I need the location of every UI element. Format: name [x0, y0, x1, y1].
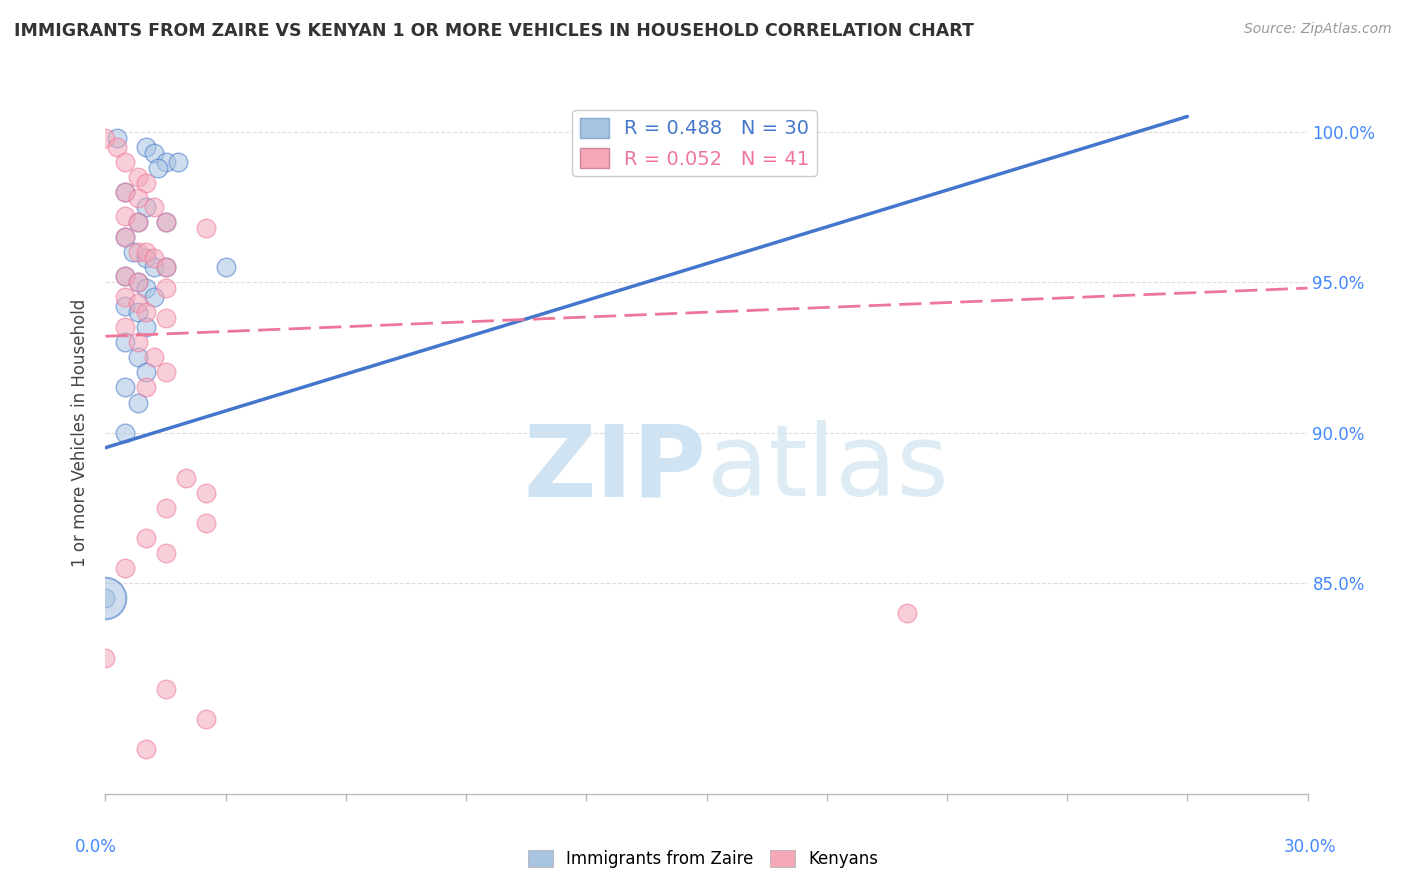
- Point: [127, 395, 149, 409]
- Point: [155, 500, 177, 515]
- Point: [142, 260, 165, 274]
- Point: [114, 230, 136, 244]
- Point: [114, 299, 136, 313]
- Point: [155, 366, 177, 380]
- Point: [135, 200, 157, 214]
- Point: [214, 260, 236, 274]
- Point: [135, 176, 157, 190]
- Point: [155, 215, 177, 229]
- Point: [135, 305, 157, 319]
- Point: [114, 561, 136, 575]
- Point: [174, 471, 197, 485]
- Point: [127, 305, 149, 319]
- Point: [114, 380, 136, 394]
- Point: [122, 245, 145, 260]
- Legend: R = 0.488   N = 30, R = 0.052   N = 41: R = 0.488 N = 30, R = 0.052 N = 41: [572, 110, 817, 177]
- Point: [127, 169, 149, 184]
- Point: [107, 130, 129, 145]
- Point: [896, 607, 918, 621]
- Point: [155, 681, 177, 696]
- Point: [194, 516, 217, 530]
- Point: [155, 311, 177, 326]
- Point: [114, 209, 136, 223]
- Point: [94, 591, 117, 606]
- Point: [135, 366, 157, 380]
- Point: [114, 425, 136, 440]
- Point: [114, 154, 136, 169]
- Point: [142, 251, 165, 265]
- Point: [135, 531, 157, 545]
- Point: [127, 296, 149, 310]
- Point: [135, 741, 157, 756]
- Point: [135, 281, 157, 295]
- Text: 0.0%: 0.0%: [75, 838, 117, 855]
- Point: [142, 290, 165, 304]
- Point: [146, 161, 169, 175]
- Point: [194, 221, 217, 235]
- Point: [166, 154, 188, 169]
- Point: [114, 185, 136, 199]
- Point: [127, 275, 149, 289]
- Text: 30.0%: 30.0%: [1284, 838, 1337, 855]
- Point: [114, 320, 136, 334]
- Y-axis label: 1 or more Vehicles in Household: 1 or more Vehicles in Household: [72, 299, 90, 566]
- Point: [135, 380, 157, 394]
- Point: [94, 130, 117, 145]
- Text: Source: ZipAtlas.com: Source: ZipAtlas.com: [1244, 22, 1392, 37]
- Text: atlas: atlas: [707, 420, 948, 517]
- Point: [142, 200, 165, 214]
- Point: [114, 335, 136, 350]
- Point: [114, 230, 136, 244]
- Point: [127, 215, 149, 229]
- Point: [114, 269, 136, 284]
- Point: [155, 281, 177, 295]
- Point: [135, 245, 157, 260]
- Point: [142, 351, 165, 365]
- Text: ZIP: ZIP: [523, 420, 707, 517]
- Point: [127, 215, 149, 229]
- Point: [114, 290, 136, 304]
- Point: [127, 335, 149, 350]
- Point: [135, 251, 157, 265]
- Point: [114, 269, 136, 284]
- Point: [135, 139, 157, 153]
- Point: [194, 486, 217, 500]
- Point: [127, 245, 149, 260]
- Point: [155, 260, 177, 274]
- Point: [94, 651, 117, 665]
- Point: [114, 185, 136, 199]
- Point: [142, 145, 165, 160]
- Legend: Immigrants from Zaire, Kenyans: Immigrants from Zaire, Kenyans: [522, 843, 884, 875]
- Point: [155, 154, 177, 169]
- Point: [107, 139, 129, 153]
- Point: [127, 191, 149, 205]
- Point: [155, 215, 177, 229]
- Point: [194, 712, 217, 726]
- Text: IMMIGRANTS FROM ZAIRE VS KENYAN 1 OR MORE VEHICLES IN HOUSEHOLD CORRELATION CHAR: IMMIGRANTS FROM ZAIRE VS KENYAN 1 OR MOR…: [14, 22, 974, 40]
- Point: [155, 260, 177, 274]
- Point: [135, 320, 157, 334]
- Point: [127, 275, 149, 289]
- Point: [127, 351, 149, 365]
- Point: [155, 546, 177, 560]
- Point: [94, 591, 117, 606]
